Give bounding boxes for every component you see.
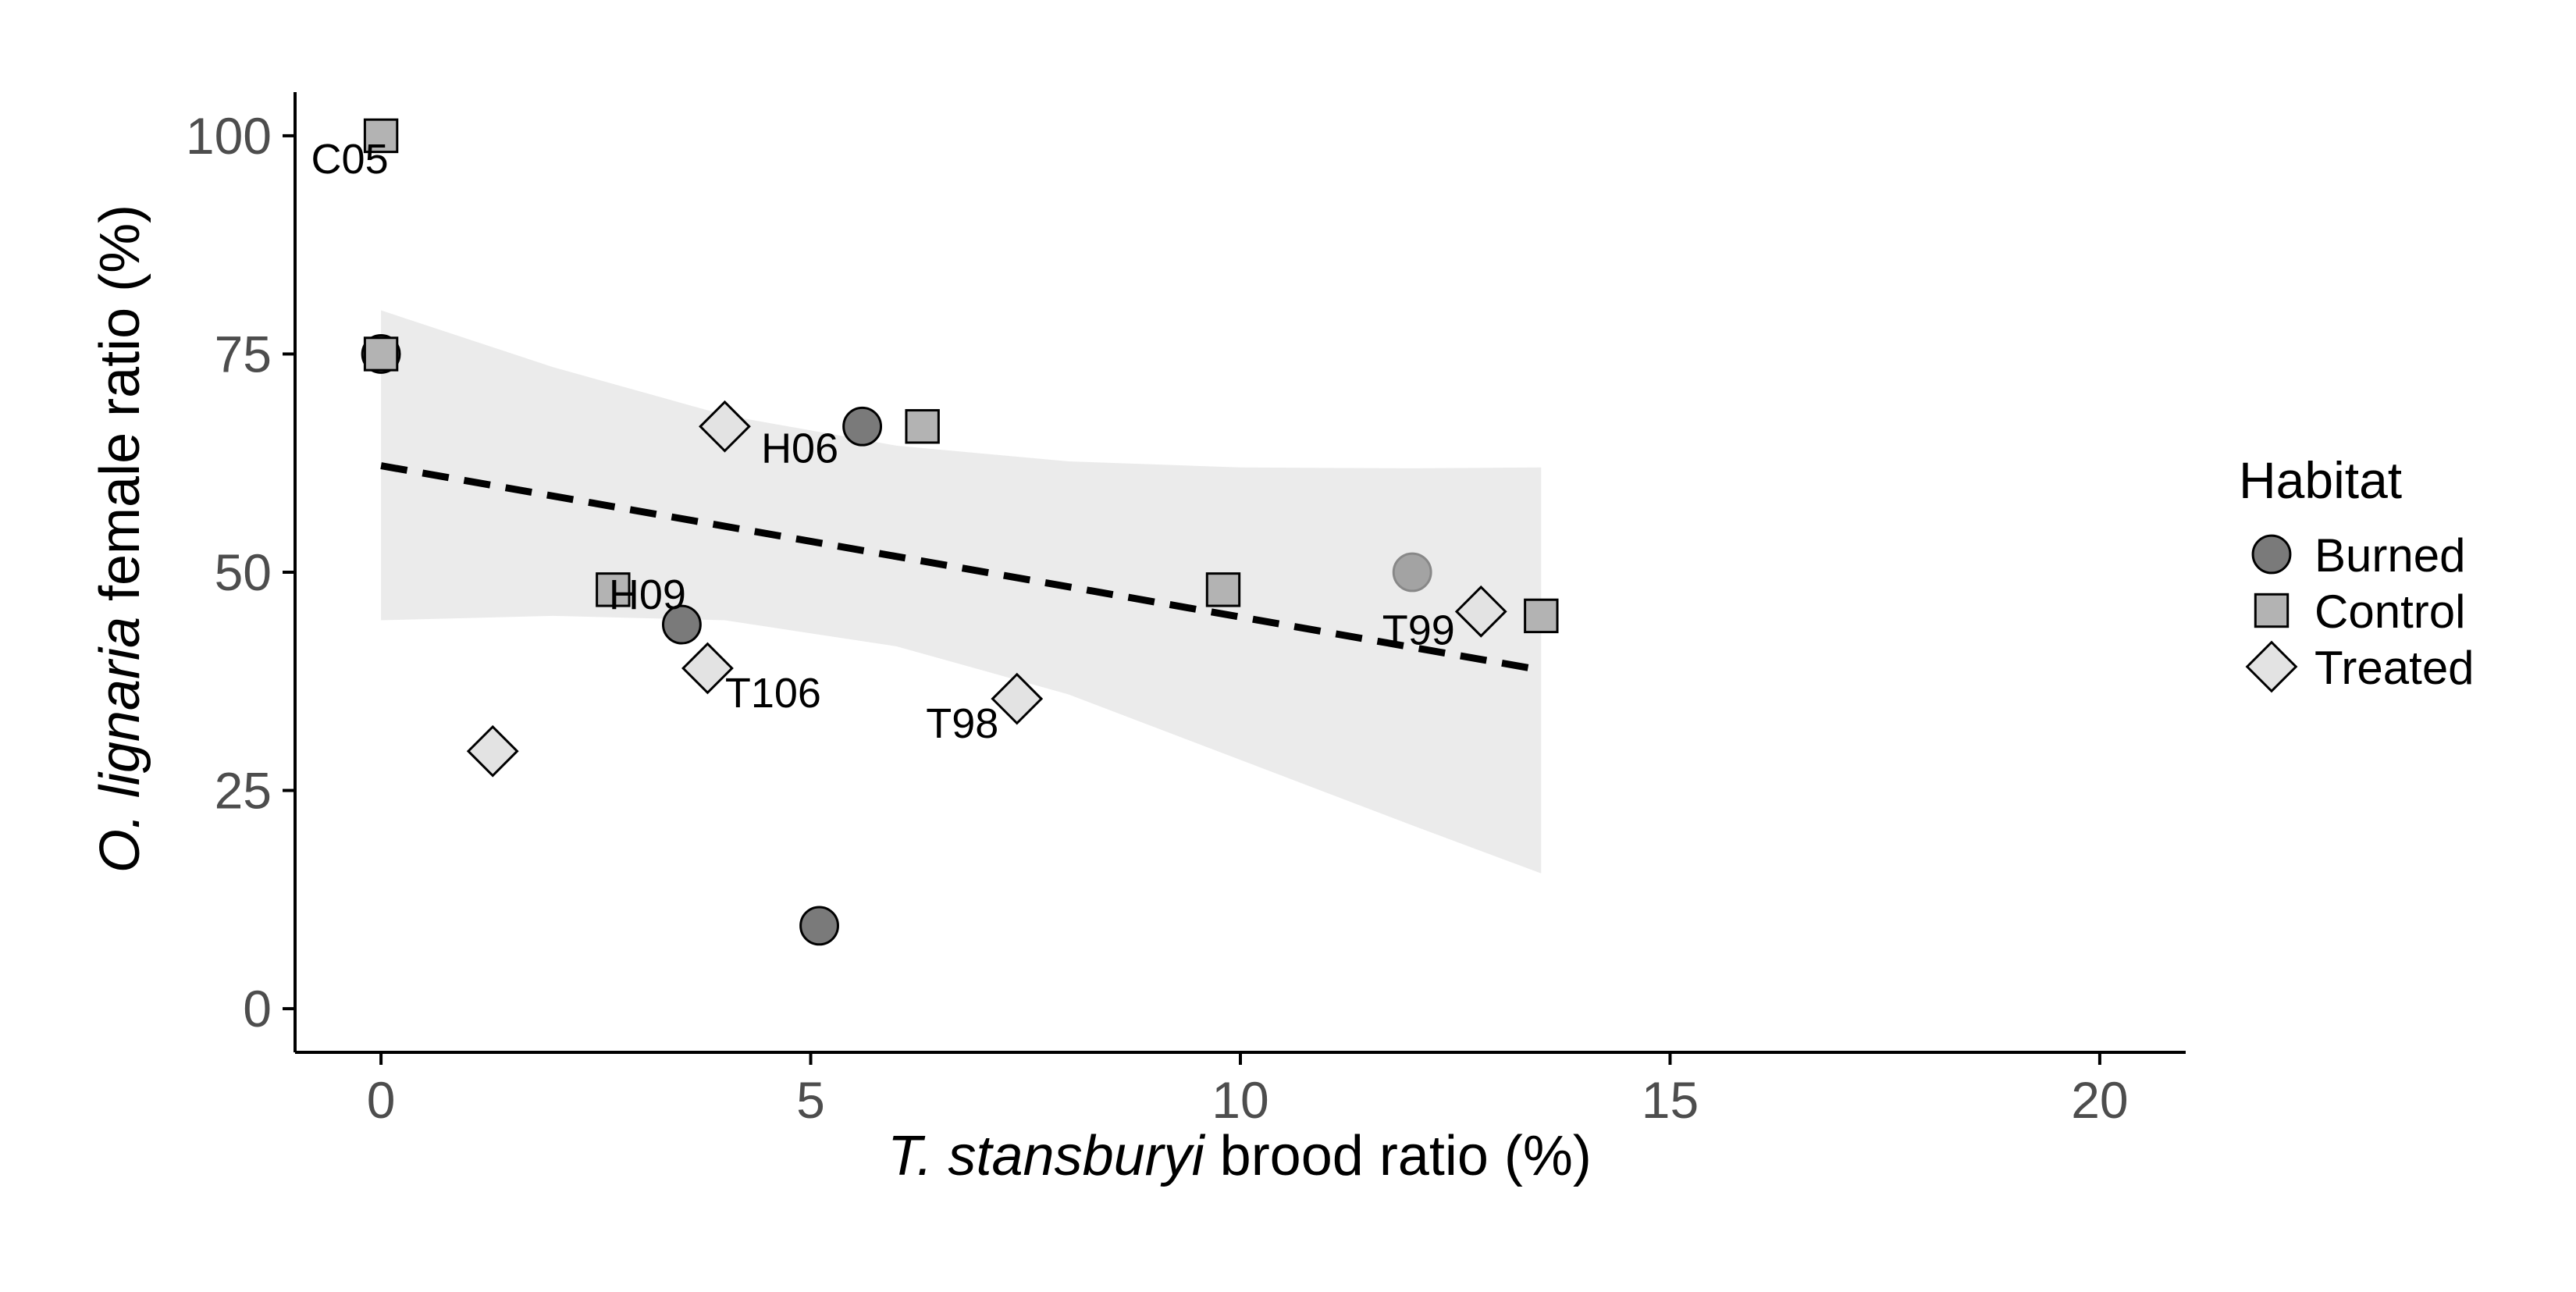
burned-point bbox=[661, 604, 702, 645]
burned-point bbox=[1392, 552, 1432, 593]
x-tick-label: 10 bbox=[1212, 1071, 1268, 1129]
point-label: T98 bbox=[926, 700, 998, 747]
y-axis-title: O. lignaria female ratio (%) bbox=[89, 205, 151, 873]
x-axis-title: T. stansburyi brood ratio (%) bbox=[888, 1125, 1592, 1187]
point-label: H06 bbox=[761, 425, 838, 472]
legend-key-burned bbox=[2251, 534, 2292, 575]
legend-label-burned: Burned bbox=[2314, 529, 2465, 582]
legend-label-control: Control bbox=[2314, 585, 2465, 638]
x-axis-title-rest: brood ratio (%) bbox=[1204, 1125, 1592, 1187]
point-label: H09 bbox=[609, 571, 686, 618]
point-label: T99 bbox=[1382, 607, 1455, 653]
x-tick-label: 5 bbox=[796, 1071, 825, 1129]
point-labels-group: H06 H09 C05 T106 T98 T99 bbox=[311, 136, 1455, 747]
y-tick-label: 50 bbox=[215, 543, 272, 601]
treated-point bbox=[1454, 585, 1507, 638]
y-tick-label: 100 bbox=[186, 107, 272, 165]
control-point bbox=[363, 118, 399, 154]
control-point bbox=[363, 336, 399, 372]
treated-point bbox=[466, 724, 519, 778]
y-axis-title-italic: O. lignaria bbox=[89, 617, 151, 873]
treated-point bbox=[699, 400, 751, 453]
points-group bbox=[361, 118, 1559, 946]
legend-label-treated: Treated bbox=[2314, 642, 2475, 694]
point-label: C05 bbox=[311, 136, 389, 183]
confidence-band-group bbox=[381, 310, 1542, 874]
y-tick-label: 0 bbox=[243, 980, 272, 1038]
trend-line-group bbox=[380, 462, 1542, 674]
treated-point bbox=[681, 642, 734, 695]
legend-title: Habitat bbox=[2239, 451, 2402, 509]
x-tick-label: 20 bbox=[2071, 1071, 2128, 1129]
trend-line bbox=[380, 462, 1542, 674]
legend-key-control bbox=[2254, 593, 2290, 628]
axis-titles-group: T. stansburyi brood ratio (%) O. lignari… bbox=[89, 205, 1592, 1187]
y-tick-label: 25 bbox=[215, 762, 272, 820]
y-axis-title-rest: female ratio (%) bbox=[89, 205, 151, 617]
point-label: T106 bbox=[725, 670, 821, 717]
burned-point bbox=[842, 406, 883, 447]
control-point bbox=[1524, 598, 1559, 634]
legend-key-treated bbox=[2245, 640, 2298, 693]
confidence-band bbox=[381, 310, 1542, 874]
burned-point bbox=[799, 906, 839, 946]
treated-point bbox=[991, 672, 1044, 725]
control-point bbox=[596, 572, 631, 607]
x-axis-title-italic: T. stansburyi bbox=[888, 1125, 1206, 1187]
axes-group: 0 5 10 15 20 0 25 50 75 100 bbox=[186, 92, 2186, 1129]
control-point bbox=[1205, 572, 1241, 607]
x-tick-label: 0 bbox=[367, 1071, 396, 1129]
control-point bbox=[905, 409, 940, 444]
x-tick-label: 15 bbox=[1642, 1071, 1699, 1129]
y-tick-label: 75 bbox=[215, 325, 272, 383]
